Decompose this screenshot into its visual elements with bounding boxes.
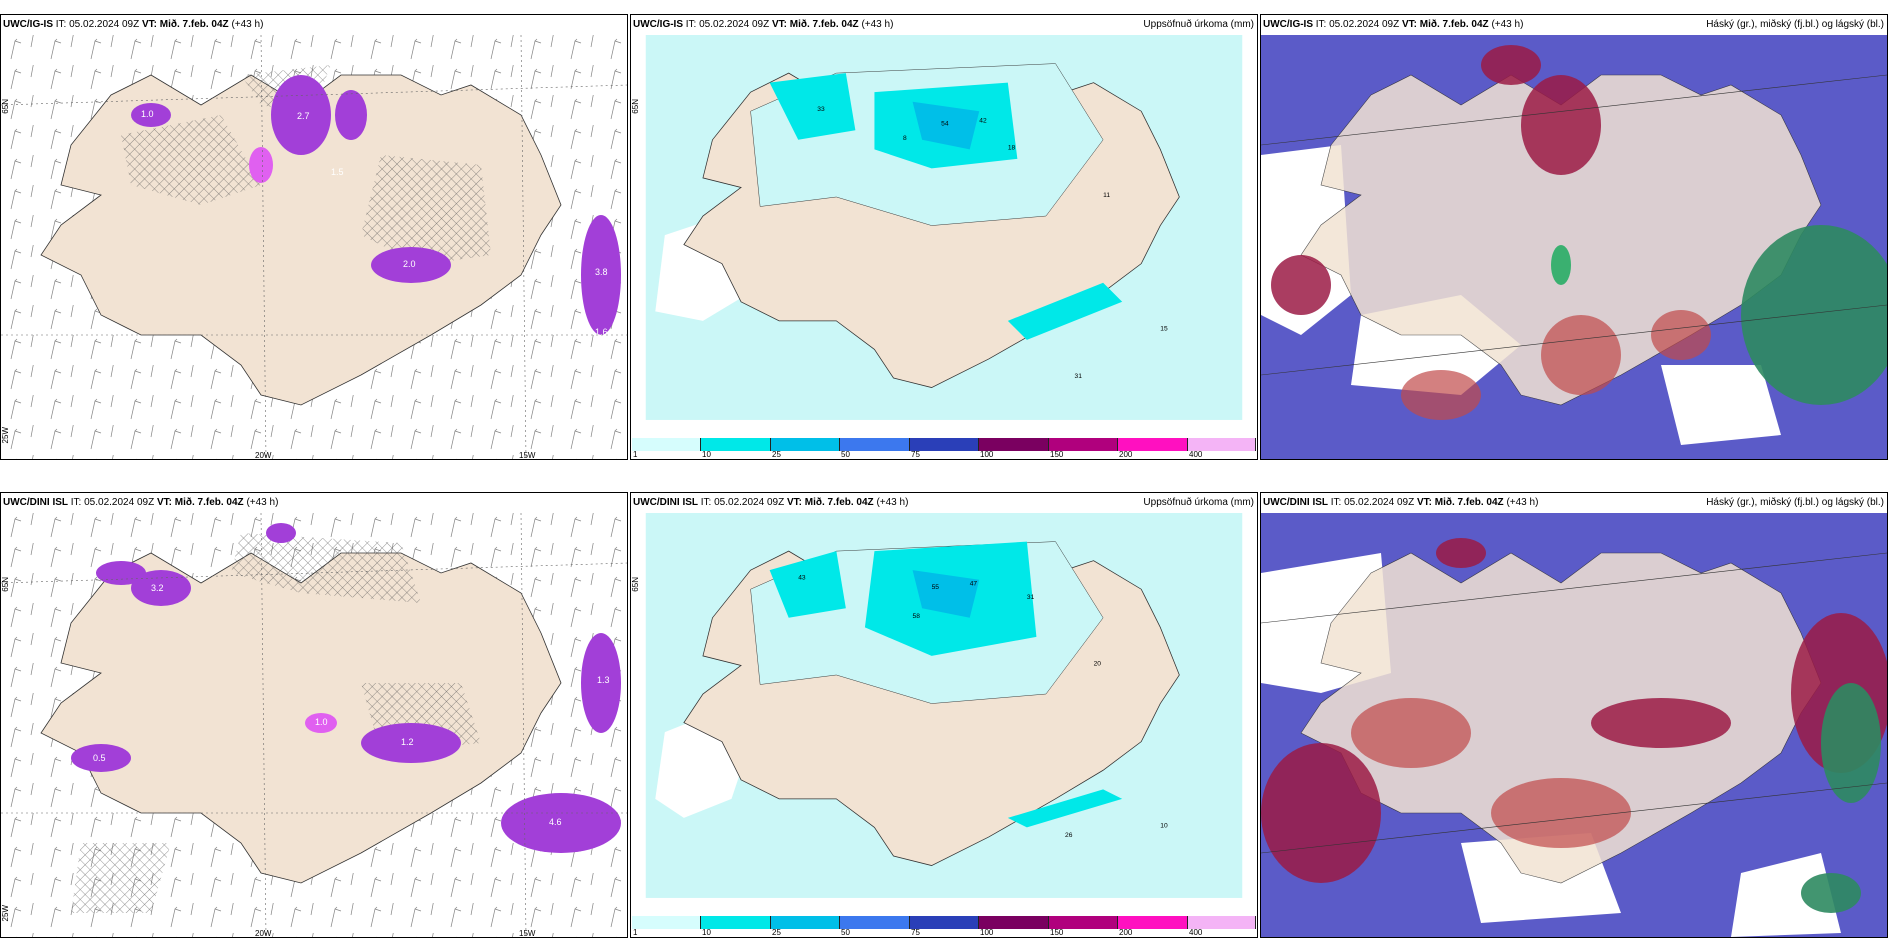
panel-header: UWC/DINI ISL IT: 05.02.2024 09Z VT: Mið.… [1, 493, 627, 513]
colorbar-swatch [632, 916, 701, 929]
lat-label: 65N [1, 577, 10, 592]
precip-value: 43 [798, 575, 806, 582]
lon-label: 20W [255, 451, 272, 460]
cloud-map [1261, 513, 1887, 937]
colorbar-swatch [632, 438, 701, 451]
panel-clouds-dini: UWC/DINI ISL IT: 05.02.2024 09Z VT: Mið.… [1260, 492, 1888, 938]
colorbar-tick: 150 [1050, 928, 1064, 937]
colorbar-swatch [1049, 438, 1118, 451]
precip-value: 26 [1065, 832, 1073, 839]
panel-precip-igis: UWC/IG-IS IT: 05.02.2024 09Z VT: Mið. 7.… [630, 14, 1258, 460]
colorbar-tick: 50 [841, 928, 850, 937]
snow-label: 3.8 [595, 267, 608, 277]
colorbar-swatch [1188, 438, 1256, 451]
precip-value: 42 [979, 118, 987, 125]
colorbar-tick: 200 [1119, 450, 1133, 459]
lon-label: 15W [519, 929, 536, 938]
colorbar-swatch [1118, 916, 1188, 929]
snow-label: 2.7 [297, 111, 310, 121]
precip-value: 8 [903, 135, 907, 142]
colorbar-swatch [979, 916, 1049, 929]
precip-map: 55 47 58 31 26 10 43 20 [645, 513, 1243, 898]
panel-header: UWC/DINI ISL IT: 05.02.2024 09Z VT: Mið.… [1261, 493, 1887, 513]
snow-label: 1.3 [597, 675, 610, 685]
colorbar-tick: 200 [1119, 928, 1133, 937]
colorbar-swatch [1118, 438, 1188, 451]
precip-value: 58 [913, 613, 921, 620]
snow-label: 1.0 [315, 717, 328, 727]
colorbar-tick: 150 [1050, 450, 1064, 459]
panel-snow-dini: UWC/DINI ISL IT: 05.02.2024 09Z VT: Mið.… [0, 492, 628, 938]
precip-value: 54 [941, 121, 949, 128]
precip-value: 18 [1008, 144, 1016, 151]
colorbar-tick: 100 [980, 450, 994, 459]
snow-label: 1.6 [595, 327, 608, 337]
precip-value: 31 [1075, 373, 1083, 380]
colorbar-tick: 50 [841, 450, 850, 459]
colorbar-swatch [840, 438, 910, 451]
snow-wind-map: 3.2 0.5 1.2 4.6 1.3 1.0 [1, 513, 627, 937]
precip-value: 11 [1103, 192, 1110, 199]
colorbar-tick: 100 [980, 928, 994, 937]
lat-label: 25W [1, 427, 10, 444]
precip-colorbar: 1 10 25 50 75 100 150 200 400 [632, 916, 1256, 937]
precip-map: 33 54 42 8 31 15 11 18 [645, 35, 1243, 420]
colorbar-tick: 25 [772, 450, 781, 459]
precip-value: 10 [1160, 822, 1168, 829]
colorbar-swatch [701, 438, 771, 451]
colorbar-tick: 400 [1189, 928, 1203, 937]
snow-label: 3.2 [151, 583, 164, 593]
colorbar-swatch [771, 438, 840, 451]
snow-label: 1.2 [401, 737, 414, 747]
colorbar-swatch [701, 916, 771, 929]
colorbar-tick: 1 [633, 450, 638, 459]
snow-wind-map: 1.0 2.7 2.0 3.8 1.6 1.5 [1, 35, 627, 459]
snow-label: 1.0 [141, 109, 154, 119]
colorbar-tick: 25 [772, 928, 781, 937]
panel-header: UWC/DINI ISL IT: 05.02.2024 09Z VT: Mið.… [631, 493, 1257, 513]
colorbar-tick: 400 [1189, 450, 1203, 459]
lon-label: 20W [255, 929, 272, 938]
colorbar-swatch [910, 916, 979, 929]
lon-label: 15W [519, 451, 536, 460]
colorbar-tick: 10 [702, 928, 711, 937]
precip-value: 15 [1160, 325, 1168, 332]
lat-label: 65N [631, 99, 640, 114]
panel-header: UWC/IG-IS IT: 05.02.2024 09Z VT: Mið. 7.… [1, 15, 627, 35]
colorbar-swatch [840, 916, 910, 929]
panel-header: UWC/IG-IS IT: 05.02.2024 09Z VT: Mið. 7.… [631, 15, 1257, 35]
precip-value: 20 [1094, 660, 1102, 667]
lat-label: 65N [631, 577, 640, 592]
snow-label: 1.5 [331, 167, 344, 177]
colorbar-swatch [979, 438, 1049, 451]
panel-snow-igis: UWC/IG-IS IT: 05.02.2024 09Z VT: Mið. 7.… [0, 14, 628, 460]
snow-label: 4.6 [549, 817, 562, 827]
precip-value: 31 [1027, 594, 1035, 601]
colorbar-tick: 1 [633, 928, 638, 937]
panel-header: UWC/IG-IS IT: 05.02.2024 09Z VT: Mið. 7.… [1261, 15, 1887, 35]
snow-label: 0.5 [93, 753, 106, 763]
colorbar-tick: 75 [911, 928, 920, 937]
colorbar-swatch [1188, 916, 1256, 929]
lat-label: 65N [1, 99, 10, 114]
precip-colorbar: 1 10 25 50 75 100 150 200 400 [632, 438, 1256, 459]
panel-precip-dini: UWC/DINI ISL IT: 05.02.2024 09Z VT: Mið.… [630, 492, 1258, 938]
colorbar-tick: 10 [702, 450, 711, 459]
colorbar-swatch [771, 916, 840, 929]
colorbar-swatch [910, 438, 979, 451]
colorbar-swatch [1049, 916, 1118, 929]
panel-clouds-igis: UWC/IG-IS IT: 05.02.2024 09Z VT: Mið. 7.… [1260, 14, 1888, 460]
snow-label: 2.0 [403, 259, 416, 269]
precip-value: 33 [817, 106, 825, 113]
cloud-map [1261, 35, 1887, 459]
precip-value: 55 [932, 584, 940, 591]
colorbar-tick: 75 [911, 450, 920, 459]
lat-label: 25W [1, 905, 10, 922]
precip-value: 47 [970, 580, 978, 587]
